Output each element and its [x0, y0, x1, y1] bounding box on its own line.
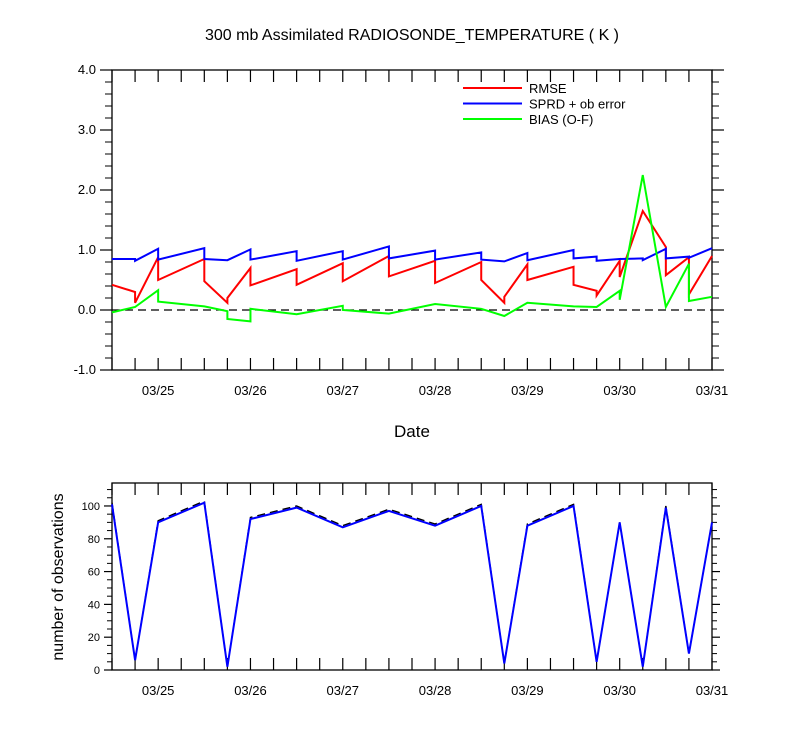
top-y-tick-label: 4.0: [78, 62, 96, 77]
top-x-tick-label: 03/30: [603, 383, 636, 398]
bottom-y-tick-label: 60: [88, 567, 100, 579]
top-plot-frame: [111, 69, 713, 371]
top-y-tick-label: 1.0: [78, 242, 96, 257]
top-x-tick-label: 03/29: [511, 383, 544, 398]
bottom-y-tick-label: 20: [88, 632, 100, 644]
bottom-series-used-observations-line: [111, 501, 713, 667]
top-y-tick-label: 2.0: [78, 182, 96, 197]
bottom-chart: 03/25 03/26 03/27 03/28 03/29 03/30 03/31 0 20 40…: [82, 482, 729, 698]
bottom-plot-frame: [111, 482, 713, 671]
bottom-series-possible-observations-line: [111, 500, 713, 667]
top-chart-x-axis-label: Date: [394, 422, 430, 441]
bottom-x-tick-label: 03/27: [326, 683, 359, 698]
bottom-chart-y-axis-label: number of observations: [50, 493, 67, 660]
top-chart: 03/25 03/26 03/27 03/28 03/29 03/30 03/31 -1.0 0…: [74, 62, 729, 398]
legend-label: RMSE: [529, 81, 567, 96]
top-x-tick-label: 03/31: [696, 383, 729, 398]
bottom-y-tick-label: 40: [88, 599, 100, 611]
bottom-x-tick-label: 03/30: [603, 683, 636, 698]
bottom-y-tick-label: 100: [82, 501, 100, 513]
top-series-bias-o-f-line: [111, 174, 713, 323]
bottom-y-tick-label: 0: [94, 665, 100, 677]
top-x-tick-label: 03/27: [326, 383, 359, 398]
top-x-tick-label: 03/28: [419, 383, 452, 398]
top-x-tick-label: 03/25: [142, 383, 175, 398]
bottom-x-tick-label: 03/28: [419, 683, 452, 698]
legend-label: BIAS (O-F): [529, 112, 593, 127]
bottom-y-tick-label: 80: [88, 534, 100, 546]
top-y-tick-label: -1.0: [74, 362, 96, 377]
top-chart-title: 300 mb Assimilated RADIOSONDE_TEMPERATUR…: [205, 27, 619, 44]
top-series-rmse-line: [111, 208, 713, 306]
top-x-tick-label: 03/26: [234, 383, 267, 398]
bottom-x-tick-label: 03/29: [511, 683, 544, 698]
bottom-x-tick-label: 03/31: [696, 683, 729, 698]
top-series-sprd-ob-error-line: [112, 245, 713, 263]
legend-label: SPRD + ob error: [529, 97, 626, 112]
top-y-tick-label: 3.0: [78, 122, 96, 137]
top-y-tick-label: 0.0: [78, 302, 96, 317]
bottom-x-tick-label: 03/25: [142, 683, 175, 698]
bottom-x-tick-label: 03/26: [234, 683, 267, 698]
